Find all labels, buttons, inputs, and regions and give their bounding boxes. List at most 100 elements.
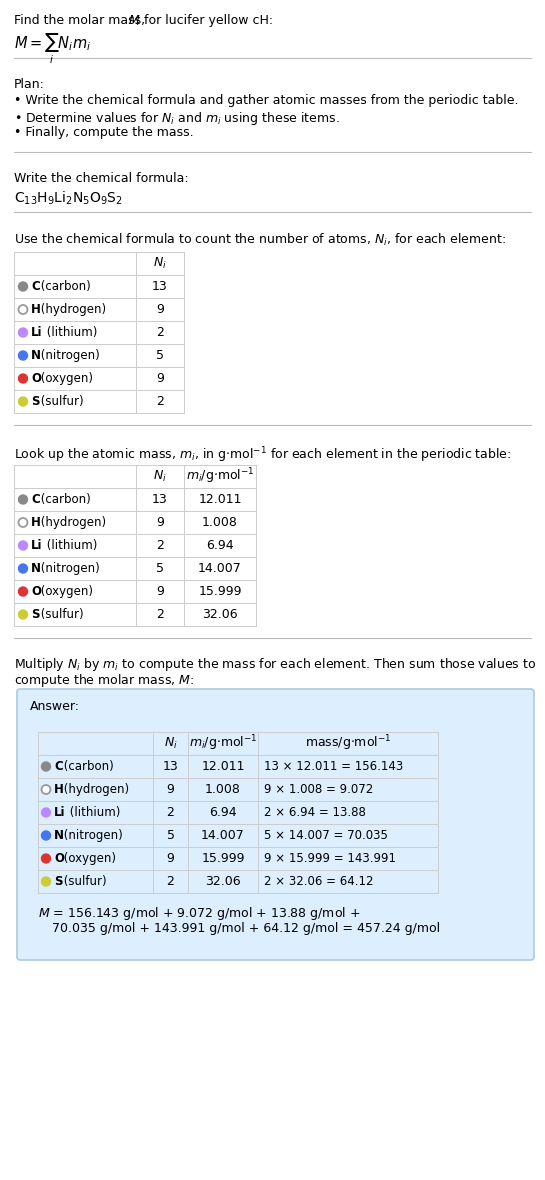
Text: S: S [54, 876, 63, 889]
Text: O: O [54, 852, 64, 865]
Text: • Determine values for $N_i$ and $m_i$ using these items.: • Determine values for $N_i$ and $m_i$ u… [14, 110, 340, 127]
Text: 2: 2 [156, 395, 164, 408]
Text: Plan:: Plan: [14, 78, 45, 91]
Text: 9 × 15.999 = 143.991: 9 × 15.999 = 143.991 [264, 852, 396, 865]
Circle shape [19, 494, 27, 504]
Text: mass/g$\cdot$mol$^{-1}$: mass/g$\cdot$mol$^{-1}$ [305, 734, 391, 753]
Circle shape [19, 328, 27, 337]
Text: $m_i$/g$\cdot$mol$^{-1}$: $m_i$/g$\cdot$mol$^{-1}$ [186, 467, 255, 486]
Text: Li: Li [54, 806, 65, 819]
Text: compute the molar mass, $M$:: compute the molar mass, $M$: [14, 671, 194, 689]
Text: 2: 2 [156, 608, 164, 621]
Text: 9 × 1.008 = 9.072: 9 × 1.008 = 9.072 [264, 784, 373, 797]
Text: 2: 2 [167, 876, 174, 889]
Circle shape [19, 350, 27, 360]
Text: (hydrogen): (hydrogen) [37, 303, 106, 316]
Text: H: H [54, 784, 64, 797]
Text: , for lucifer yellow cH:: , for lucifer yellow cH: [136, 14, 273, 27]
Text: (oxygen): (oxygen) [60, 852, 116, 865]
Circle shape [41, 808, 51, 817]
Text: C: C [54, 760, 63, 773]
Text: Look up the atomic mass, $m_i$, in g$\cdot$mol$^{-1}$ for each element in the pe: Look up the atomic mass, $m_i$, in g$\cd… [14, 445, 511, 465]
Circle shape [19, 282, 27, 291]
Text: H: H [31, 516, 41, 529]
Text: 9: 9 [156, 372, 164, 385]
Text: $M$: $M$ [128, 14, 141, 27]
Text: 13: 13 [162, 760, 178, 773]
Text: • Finally, compute the mass.: • Finally, compute the mass. [14, 126, 193, 139]
Text: 5: 5 [167, 830, 174, 843]
Text: 1.008: 1.008 [202, 516, 238, 529]
Text: Use the chemical formula to count the number of atoms, $N_i$, for each element:: Use the chemical formula to count the nu… [14, 232, 506, 248]
Text: (hydrogen): (hydrogen) [60, 784, 129, 797]
Circle shape [19, 396, 27, 406]
Text: 1.008: 1.008 [205, 784, 241, 797]
Text: $m_i$/g$\cdot$mol$^{-1}$: $m_i$/g$\cdot$mol$^{-1}$ [189, 734, 257, 753]
Text: (lithium): (lithium) [44, 326, 98, 339]
Text: 9: 9 [167, 852, 174, 865]
Text: 2: 2 [156, 539, 164, 552]
Text: N: N [31, 349, 41, 362]
Text: 13: 13 [152, 493, 168, 506]
Text: 70.035 g/mol + 143.991 g/mol + 64.12 g/mol = 457.24 g/mol: 70.035 g/mol + 143.991 g/mol + 64.12 g/m… [52, 922, 440, 935]
Text: H: H [31, 303, 41, 316]
Circle shape [41, 877, 51, 886]
Circle shape [19, 586, 27, 596]
Text: O: O [31, 372, 41, 385]
Text: (hydrogen): (hydrogen) [37, 516, 106, 529]
Text: 5: 5 [156, 562, 164, 575]
Text: 9: 9 [167, 784, 174, 797]
Text: $\mathrm{C_{13}H_9Li_2N_5O_9S_2}$: $\mathrm{C_{13}H_9Li_2N_5O_9S_2}$ [14, 190, 123, 208]
Text: 9: 9 [156, 516, 164, 529]
Text: (sulfur): (sulfur) [37, 608, 84, 621]
Text: (carbon): (carbon) [37, 493, 91, 506]
Text: (oxygen): (oxygen) [37, 585, 93, 598]
Text: 5: 5 [156, 349, 164, 362]
Text: (sulfur): (sulfur) [37, 395, 84, 408]
Circle shape [41, 762, 51, 771]
Text: N: N [31, 562, 41, 575]
Text: N: N [54, 830, 64, 843]
Circle shape [19, 304, 27, 314]
Circle shape [19, 564, 27, 573]
Text: (oxygen): (oxygen) [37, 372, 93, 385]
Circle shape [41, 854, 51, 863]
Circle shape [41, 831, 51, 840]
Text: (sulfur): (sulfur) [60, 876, 107, 889]
Text: 12.011: 12.011 [198, 493, 242, 506]
Text: 2: 2 [156, 326, 164, 339]
Text: $N_i$: $N_i$ [153, 468, 167, 484]
Text: 32.06: 32.06 [202, 608, 238, 621]
Text: 9: 9 [156, 303, 164, 316]
Text: 32.06: 32.06 [205, 876, 241, 889]
Text: $M$ = 156.143 g/mol + 9.072 g/mol + 13.88 g/mol +: $M$ = 156.143 g/mol + 9.072 g/mol + 13.8… [38, 905, 360, 922]
Text: (carbon): (carbon) [60, 760, 114, 773]
Text: 15.999: 15.999 [198, 585, 242, 598]
Circle shape [19, 610, 27, 620]
FancyBboxPatch shape [17, 689, 534, 961]
Text: (carbon): (carbon) [37, 280, 91, 293]
Text: $M = \sum_i N_i m_i$: $M = \sum_i N_i m_i$ [14, 32, 91, 66]
Text: 14.007: 14.007 [201, 830, 245, 843]
Text: 14.007: 14.007 [198, 562, 242, 575]
Text: 2: 2 [167, 806, 174, 819]
Text: $N_i$: $N_i$ [153, 256, 167, 271]
Text: (nitrogen): (nitrogen) [37, 562, 100, 575]
Text: Li: Li [31, 539, 43, 552]
Text: 12.011: 12.011 [201, 760, 245, 773]
Circle shape [19, 540, 27, 550]
Text: • Write the chemical formula and gather atomic masses from the periodic table.: • Write the chemical formula and gather … [14, 94, 518, 107]
Text: C: C [31, 493, 40, 506]
Text: Multiply $N_i$ by $m_i$ to compute the mass for each element. Then sum those val: Multiply $N_i$ by $m_i$ to compute the m… [14, 656, 536, 673]
Text: (lithium): (lithium) [44, 539, 98, 552]
Text: C: C [31, 280, 40, 293]
Text: S: S [31, 608, 39, 621]
Text: S: S [31, 395, 39, 408]
Text: Li: Li [31, 326, 43, 339]
Text: Answer:: Answer: [30, 700, 80, 713]
Text: 6.94: 6.94 [206, 539, 234, 552]
Text: (nitrogen): (nitrogen) [60, 830, 123, 843]
Text: Find the molar mass,: Find the molar mass, [14, 14, 149, 27]
Text: 2 × 32.06 = 64.12: 2 × 32.06 = 64.12 [264, 876, 373, 889]
Circle shape [19, 374, 27, 384]
